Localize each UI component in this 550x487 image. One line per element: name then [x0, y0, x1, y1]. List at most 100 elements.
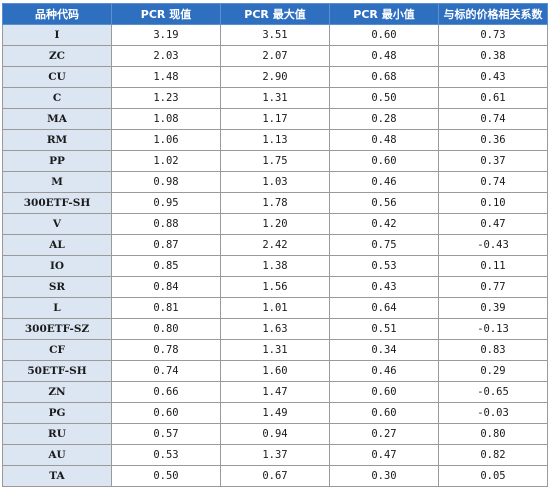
header-row: 品种代码 PCR 现值 PCR 最大值 PCR 最小值 与标的价格相关系数 [2, 3, 548, 25]
table-row: ZN 0.66 1.47 0.60 -0.65 [2, 381, 548, 403]
cell-pcr-max: 1.13 [220, 129, 330, 151]
pcr-table-container: 品种代码 PCR 现值 PCR 最大值 PCR 最小值 与标的价格相关系数 I 3… [2, 3, 548, 487]
cell-product-code: SR [2, 276, 112, 298]
table-row: C 1.23 1.31 0.50 0.61 [2, 87, 548, 109]
cell-pcr-min: 0.51 [329, 318, 439, 340]
cell-correlation: 0.10 [438, 192, 548, 214]
cell-correlation: -0.03 [438, 402, 548, 424]
table-row: 300ETF-SH 0.95 1.78 0.56 0.10 [2, 192, 548, 214]
cell-pcr-min: 0.60 [329, 402, 439, 424]
header-pcr-min: PCR 最小值 [329, 3, 439, 25]
cell-pcr-min: 0.46 [329, 360, 439, 382]
cell-pcr-min: 0.53 [329, 255, 439, 277]
cell-product-code: M [2, 171, 112, 193]
table-row: AU 0.53 1.37 0.47 0.82 [2, 444, 548, 466]
cell-product-code: L [2, 297, 112, 319]
cell-product-code: AL [2, 234, 112, 256]
cell-pcr-current: 2.03 [111, 45, 221, 67]
cell-product-code: ZN [2, 381, 112, 403]
cell-correlation: -0.65 [438, 381, 548, 403]
cell-pcr-current: 0.95 [111, 192, 221, 214]
cell-correlation: 0.74 [438, 108, 548, 130]
header-pcr-max: PCR 最大值 [220, 3, 330, 25]
table-row: L 0.81 1.01 0.64 0.39 [2, 297, 548, 319]
cell-pcr-max: 2.42 [220, 234, 330, 256]
cell-pcr-current: 1.02 [111, 150, 221, 172]
cell-product-code: TA [2, 465, 112, 487]
cell-pcr-min: 0.30 [329, 465, 439, 487]
table-row: M 0.98 1.03 0.46 0.74 [2, 171, 548, 193]
cell-pcr-min: 0.47 [329, 444, 439, 466]
cell-pcr-current: 0.78 [111, 339, 221, 361]
cell-pcr-max: 2.90 [220, 66, 330, 88]
table-row: ZC 2.03 2.07 0.48 0.38 [2, 45, 548, 67]
table-row: AL 0.87 2.42 0.75 -0.43 [2, 234, 548, 256]
table-row: SR 0.84 1.56 0.43 0.77 [2, 276, 548, 298]
cell-pcr-min: 0.48 [329, 45, 439, 67]
cell-product-code: CF [2, 339, 112, 361]
cell-pcr-current: 0.85 [111, 255, 221, 277]
cell-pcr-max: 2.07 [220, 45, 330, 67]
header-pcr-current: PCR 现值 [111, 3, 221, 25]
cell-product-code: C [2, 87, 112, 109]
cell-correlation: 0.05 [438, 465, 548, 487]
cell-pcr-current: 0.98 [111, 171, 221, 193]
cell-correlation: 0.77 [438, 276, 548, 298]
cell-correlation: 0.83 [438, 339, 548, 361]
cell-pcr-min: 0.48 [329, 129, 439, 151]
table-row: 50ETF-SH 0.74 1.60 0.46 0.29 [2, 360, 548, 382]
cell-correlation: 0.37 [438, 150, 548, 172]
cell-pcr-max: 1.47 [220, 381, 330, 403]
cell-pcr-min: 0.60 [329, 24, 439, 46]
cell-product-code: 300ETF-SZ [2, 318, 112, 340]
cell-pcr-current: 0.60 [111, 402, 221, 424]
cell-correlation: 0.73 [438, 24, 548, 46]
cell-pcr-current: 0.81 [111, 297, 221, 319]
cell-pcr-current: 0.74 [111, 360, 221, 382]
cell-pcr-min: 0.64 [329, 297, 439, 319]
cell-correlation: -0.13 [438, 318, 548, 340]
table-row: V 0.88 1.20 0.42 0.47 [2, 213, 548, 235]
cell-correlation: 0.39 [438, 297, 548, 319]
table-row: CF 0.78 1.31 0.34 0.83 [2, 339, 548, 361]
cell-pcr-max: 1.17 [220, 108, 330, 130]
cell-pcr-current: 1.48 [111, 66, 221, 88]
cell-product-code: I [2, 24, 112, 46]
cell-pcr-max: 0.67 [220, 465, 330, 487]
cell-correlation: -0.43 [438, 234, 548, 256]
cell-product-code: RM [2, 129, 112, 151]
cell-pcr-min: 0.60 [329, 381, 439, 403]
cell-pcr-max: 1.78 [220, 192, 330, 214]
cell-correlation: 0.82 [438, 444, 548, 466]
cell-product-code: MA [2, 108, 112, 130]
table-row: MA 1.08 1.17 0.28 0.74 [2, 108, 548, 130]
cell-pcr-current: 1.08 [111, 108, 221, 130]
cell-correlation: 0.74 [438, 171, 548, 193]
cell-correlation: 0.61 [438, 87, 548, 109]
table-body: I 3.19 3.51 0.60 0.73 ZC 2.03 2.07 0.48 0.38 CU 1.4… [2, 24, 548, 487]
cell-correlation: 0.43 [438, 66, 548, 88]
header-correlation: 与标的价格相关系数 [438, 3, 548, 25]
cell-pcr-min: 0.43 [329, 276, 439, 298]
cell-pcr-current: 0.80 [111, 318, 221, 340]
cell-pcr-max: 1.56 [220, 276, 330, 298]
cell-pcr-min: 0.68 [329, 66, 439, 88]
cell-product-code: PP [2, 150, 112, 172]
cell-correlation: 0.29 [438, 360, 548, 382]
cell-pcr-max: 1.75 [220, 150, 330, 172]
cell-product-code: AU [2, 444, 112, 466]
table-row: 300ETF-SZ 0.80 1.63 0.51 -0.13 [2, 318, 548, 340]
cell-pcr-min: 0.50 [329, 87, 439, 109]
cell-pcr-current: 1.23 [111, 87, 221, 109]
table-row: CU 1.48 2.90 0.68 0.43 [2, 66, 548, 88]
cell-correlation: 0.36 [438, 129, 548, 151]
table-row: PP 1.02 1.75 0.60 0.37 [2, 150, 548, 172]
cell-pcr-min: 0.75 [329, 234, 439, 256]
cell-pcr-max: 1.49 [220, 402, 330, 424]
cell-correlation: 0.11 [438, 255, 548, 277]
table-row: RM 1.06 1.13 0.48 0.36 [2, 129, 548, 151]
cell-pcr-min: 0.42 [329, 213, 439, 235]
cell-pcr-min: 0.34 [329, 339, 439, 361]
cell-pcr-max: 1.20 [220, 213, 330, 235]
cell-pcr-current: 1.06 [111, 129, 221, 151]
